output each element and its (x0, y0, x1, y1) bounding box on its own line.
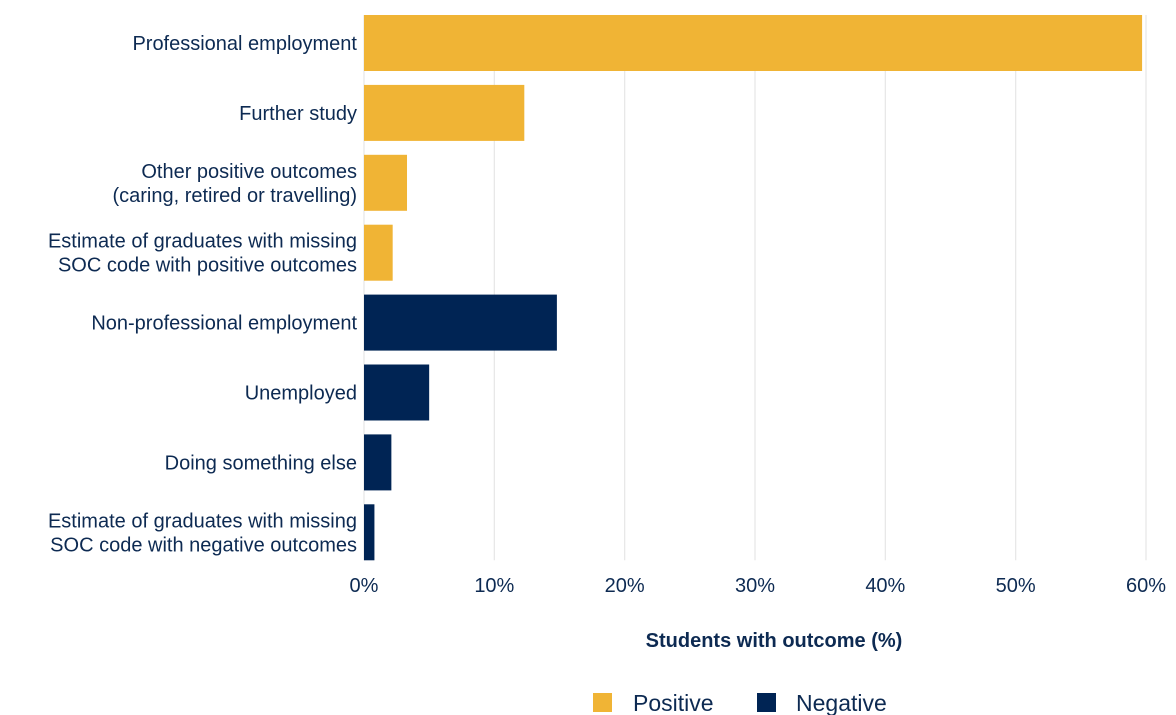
legend-label: Positive (633, 690, 714, 715)
x-tick-label: 20% (605, 575, 645, 597)
category-label: Other positive outcomes (caring, retired … (112, 161, 357, 207)
category-labels: Professional employment Further study Othe… (48, 33, 357, 556)
category-label: Estimate of graduates with missing SOC co… (48, 231, 357, 277)
category-label: Non-professional employment (91, 313, 357, 335)
x-tick-label: 10% (474, 575, 514, 597)
bars (364, 15, 1143, 561)
bar (364, 84, 525, 141)
category-label: Further study (239, 103, 357, 125)
bar (364, 224, 393, 281)
legend-swatch (593, 693, 612, 712)
x-tick-label: 40% (865, 575, 905, 597)
x-axis-title: Students with outcome (%) (646, 630, 903, 652)
x-tick-label: 50% (996, 575, 1036, 597)
bar (364, 15, 1143, 71)
category-label: Estimate of graduates with missing SOC co… (48, 510, 357, 556)
bar (364, 504, 375, 561)
category-label: Doing something else (165, 452, 357, 474)
bar (364, 364, 430, 421)
category-label: Unemployed (245, 383, 357, 405)
bar (364, 294, 557, 351)
legend-swatch (757, 693, 776, 712)
x-tick-labels: 0% 10% 20% 30% 40% 50% 60% (350, 575, 1167, 597)
bar (364, 434, 392, 491)
x-tick-label: 0% (350, 575, 379, 597)
bar (364, 154, 408, 211)
legend: Positive Negative (593, 690, 887, 715)
x-tick-label: 60% (1126, 575, 1166, 597)
x-tick-label: 30% (735, 575, 775, 597)
legend-label: Negative (796, 690, 887, 715)
category-label: Professional employment (132, 33, 357, 55)
